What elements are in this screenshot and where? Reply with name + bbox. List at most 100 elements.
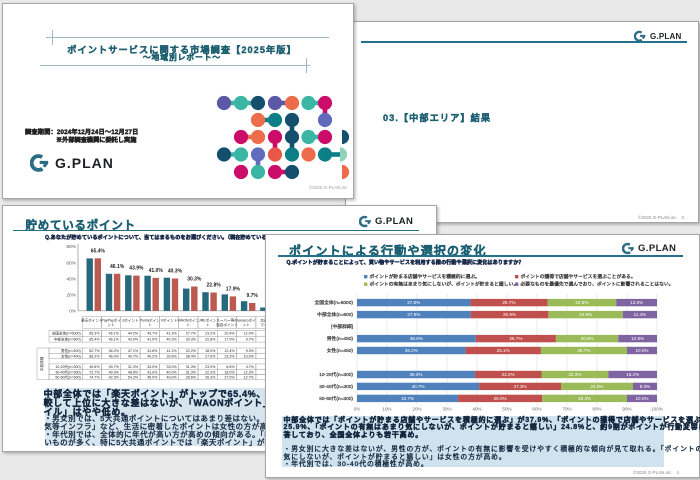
svg-text:40.3%: 40.3% <box>166 338 177 342</box>
svg-text:31.3%: 31.3% <box>186 370 197 374</box>
svg-text:9.7%: 9.7% <box>246 293 258 299</box>
svg-text:48.8%: 48.8% <box>128 370 139 374</box>
svg-text:33.0%: 33.0% <box>166 365 177 369</box>
svg-text:49.6%: 49.6% <box>89 365 100 369</box>
svg-text:男性(n=450): 男性(n=450) <box>327 335 354 342</box>
svg-text:24.8%: 24.8% <box>579 312 592 317</box>
svg-text:ト: ト <box>148 323 152 327</box>
svg-text:9.7%: 9.7% <box>246 338 255 342</box>
svg-text:ポイントの獲得で店舗やサービスを選ぶことがある。: ポイントの獲得で店舗やサービスを選ぶことがある。 <box>521 273 636 280</box>
svg-text:JREポイン: JREポイン <box>199 318 217 323</box>
svg-text:22.8%: 22.8% <box>205 338 216 342</box>
svg-text:20%: 20% <box>66 292 76 298</box>
svg-text:男性(n=400): 男性(n=400) <box>61 348 81 353</box>
svg-text:6.6%: 6.6% <box>226 365 235 369</box>
svg-text:40.2%: 40.2% <box>147 354 158 358</box>
svg-text:28.6%: 28.6% <box>186 376 197 380</box>
svg-text:18.0%: 18.0% <box>205 349 216 353</box>
svg-text:20%: 20% <box>412 407 421 412</box>
svg-text:41.0%: 41.0% <box>147 370 158 374</box>
svg-text:24.0%: 24.0% <box>590 384 603 389</box>
svg-text:41.8%: 41.8% <box>147 349 158 353</box>
svg-text:23.3%: 23.3% <box>224 354 235 358</box>
svg-text:50-60代(n=300): 50-60代(n=300) <box>319 395 353 402</box>
svg-text:10-20代(n=300): 10-20代(n=300) <box>319 371 353 378</box>
svg-text:16.2%: 16.2% <box>626 372 639 377</box>
svg-text:12.3%: 12.3% <box>244 370 255 374</box>
svg-text:28.0%: 28.0% <box>494 396 507 401</box>
svg-text:31.3%: 31.3% <box>186 365 197 369</box>
svg-text:62.7%: 62.7% <box>89 349 100 353</box>
svg-text:80%: 80% <box>592 407 601 412</box>
svg-text:22.2%: 22.2% <box>502 372 515 377</box>
svg-text:68.2%: 68.2% <box>89 354 100 358</box>
svg-text:女性(n=400): 女性(n=400) <box>61 353 81 358</box>
svg-text:22.3%: 22.3% <box>205 370 216 374</box>
svg-text:10-20代(n=300): 10-20代(n=300) <box>55 364 80 369</box>
svg-text:74.7%: 74.7% <box>89 376 100 380</box>
svg-text:36.2%: 36.2% <box>405 348 418 353</box>
svg-text:ト: ト <box>187 323 191 327</box>
svg-text:39.6%: 39.6% <box>410 336 423 341</box>
svg-text:37.9%: 37.9% <box>407 312 420 317</box>
svg-text:39.3%: 39.3% <box>409 372 422 377</box>
svg-text:26.3%: 26.3% <box>205 376 216 380</box>
svg-text:20.8%: 20.8% <box>581 336 594 341</box>
svg-text:Vポイント: Vポイント <box>161 318 178 323</box>
svg-text:9.3%: 9.3% <box>246 349 255 353</box>
svg-text:70%: 70% <box>562 407 571 412</box>
svg-text:女性(n=450): 女性(n=450) <box>327 347 354 354</box>
svg-text:60%: 60% <box>532 407 541 412</box>
svg-text:40.7%: 40.7% <box>412 384 425 389</box>
svg-text:27.7%: 27.7% <box>186 332 197 336</box>
svg-text:30.3%: 30.3% <box>186 338 197 342</box>
svg-text:39.6%: 39.6% <box>166 354 177 358</box>
svg-text:12.0%: 12.0% <box>244 332 255 336</box>
svg-text:8.0%: 8.0% <box>640 384 650 389</box>
svg-text:72.7%: 72.7% <box>89 370 100 374</box>
svg-text:0%: 0% <box>69 308 77 314</box>
svg-text:100%: 100% <box>651 407 663 412</box>
svg-text:全国全体(n=6000): 全国全体(n=6000) <box>314 299 353 306</box>
svg-text:38.4%: 38.4% <box>186 354 197 358</box>
svg-text:46.1%: 46.1% <box>110 264 125 270</box>
svg-text:必要なものを最優先で選んでおり、ポイントに影響されることはな: 必要なものを最優先で選んでおり、ポイントに影響されることはない。 <box>521 281 674 288</box>
svg-text:PayPayポイ: PayPayポイ <box>101 318 121 323</box>
svg-text:18.0%: 18.0% <box>224 370 235 374</box>
svg-text:26.7%: 26.7% <box>509 336 522 341</box>
svg-text:41.0%: 41.0% <box>149 268 164 274</box>
svg-text:30.3%: 30.3% <box>187 277 202 283</box>
svg-text:楽天ポイント: 楽天ポイント <box>81 318 103 323</box>
svg-text:スーパー等の: スーパー等の <box>216 318 238 323</box>
svg-text:65.4%: 65.4% <box>91 248 106 254</box>
svg-text:49.0%: 49.0% <box>166 376 177 380</box>
svg-text:20.4%: 20.4% <box>224 332 235 336</box>
svg-text:30-40代(n=300): 30-40代(n=300) <box>319 383 353 390</box>
svg-text:dポイント: dポイント <box>122 318 139 323</box>
svg-text:11.4%: 11.4% <box>634 312 647 317</box>
svg-text:45.0%: 45.0% <box>147 376 158 380</box>
svg-text:31.3%: 31.3% <box>128 365 139 369</box>
svg-text:25.1%: 25.1% <box>497 348 510 353</box>
svg-text:12.4%: 12.4% <box>224 349 235 353</box>
svg-text:10.0%: 10.0% <box>244 354 255 358</box>
svg-text:0%: 0% <box>354 407 361 412</box>
svg-text:80%: 80% <box>66 244 76 250</box>
svg-text:27.3%: 27.3% <box>514 384 527 389</box>
svg-text:28.7%: 28.7% <box>577 348 590 353</box>
svg-text:ント: ント <box>243 323 251 327</box>
svg-text:40.7%: 40.7% <box>128 354 139 358</box>
svg-text:42.3%: 42.3% <box>109 376 120 380</box>
svg-text:60%: 60% <box>66 260 76 266</box>
svg-text:43.9%: 43.9% <box>128 338 139 342</box>
svg-text:23.0%: 23.0% <box>205 365 216 369</box>
svg-text:4.7%: 4.7% <box>246 365 255 369</box>
svg-text:43.7%: 43.7% <box>147 332 158 336</box>
svg-text:46.1%: 46.1% <box>109 338 120 342</box>
svg-text:22.9%: 22.9% <box>575 300 588 305</box>
svg-text:90%: 90% <box>622 407 631 412</box>
svg-text:40%: 40% <box>66 276 76 282</box>
svg-text:27.6%: 27.6% <box>205 354 216 358</box>
svg-text:41.1%: 41.1% <box>166 349 177 353</box>
svg-text:27.0%: 27.0% <box>224 376 235 380</box>
